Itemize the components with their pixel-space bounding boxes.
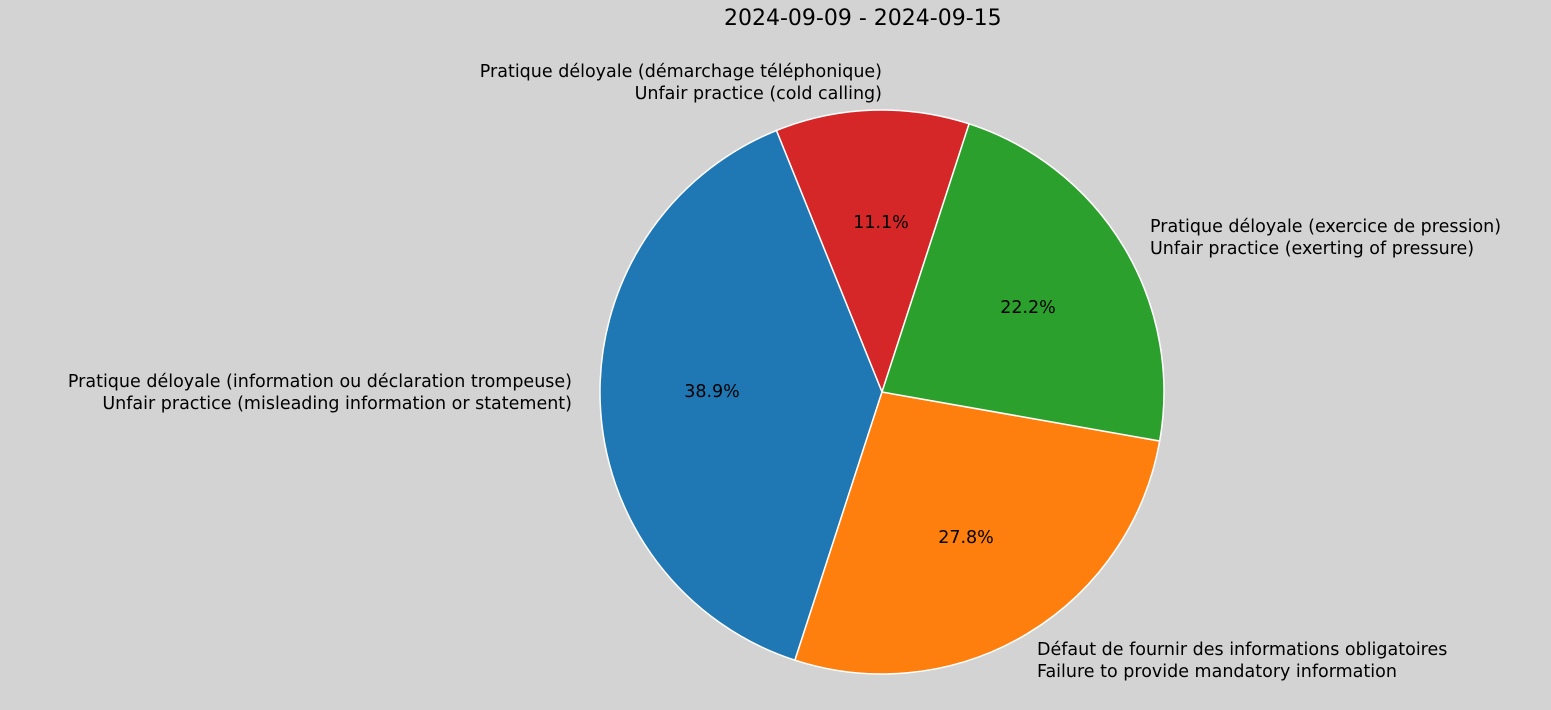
pct-label-cold-calling: 11.1% <box>853 213 909 233</box>
slice-mandatory-information <box>793 391 1161 675</box>
slice-cold-calling <box>775 109 971 395</box>
slice-label-pressure: Pratique déloyale (exercice de pression)… <box>1150 217 1502 259</box>
slice-exerting-pressure <box>881 122 1165 442</box>
pct-label-mandatory: 27.8% <box>938 528 994 548</box>
slice-label-misleading: Pratique déloyale (information ou déclar… <box>67 372 572 414</box>
pct-label-pressure: 22.2% <box>1000 298 1056 318</box>
slice-label-mandatory: Défaut de fournir des informations oblig… <box>1037 640 1448 682</box>
slice-label-cold-calling: Pratique déloyale (démarchage téléphoniq… <box>479 62 882 104</box>
slice-misleading-information <box>599 129 883 662</box>
pct-label-misleading: 38.9% <box>684 382 740 402</box>
